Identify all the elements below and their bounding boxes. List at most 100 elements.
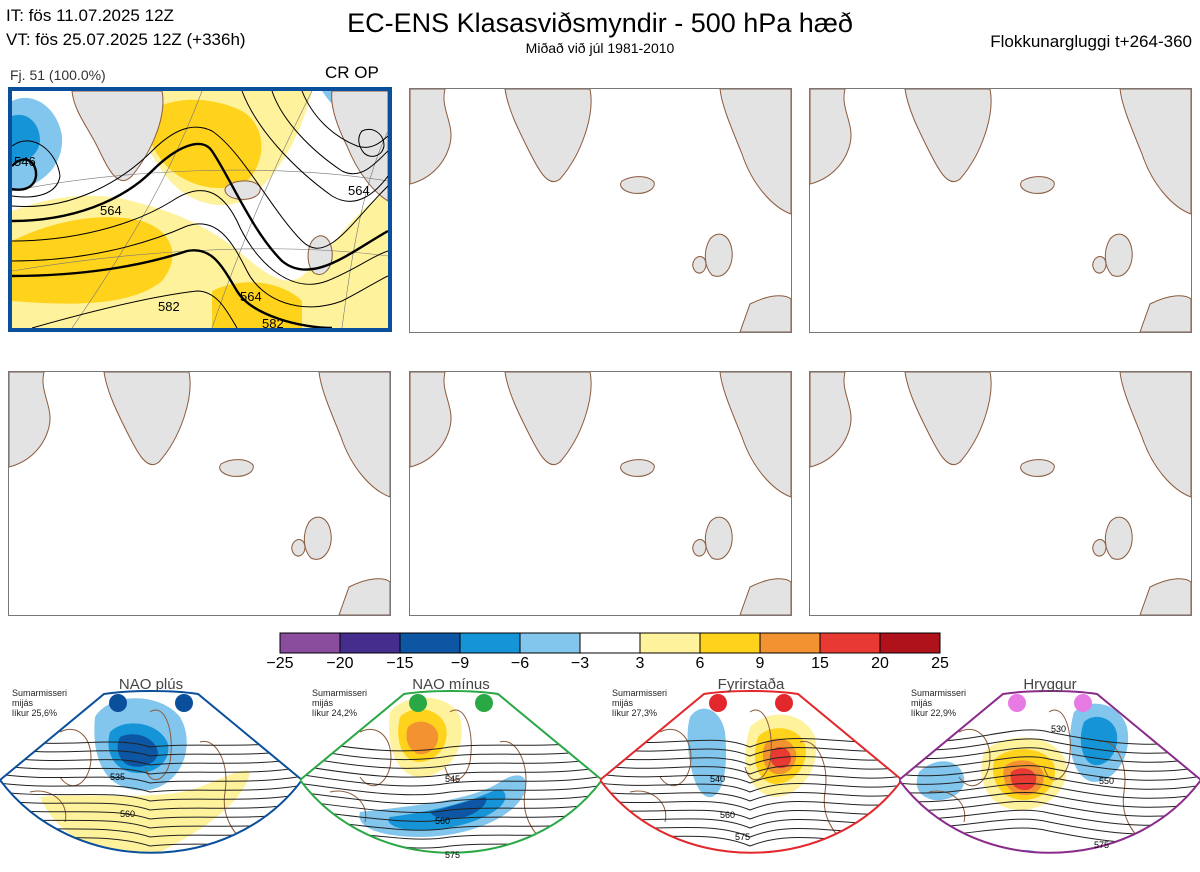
cluster-map-3-svg xyxy=(810,89,1191,332)
colorbar-bin xyxy=(459,632,521,654)
land-greenland xyxy=(904,372,992,465)
regime-anomaly-fill xyxy=(430,797,487,819)
regime-note: Sumarmisseri mijás líkur 22,9% xyxy=(911,688,967,718)
regime-note: Sumarmisseri mijás líkur 24,2% xyxy=(312,688,368,718)
contour-label: 564 xyxy=(240,289,262,304)
cluster-map-5[interactable] xyxy=(409,371,792,616)
regime-height-contour xyxy=(0,781,302,793)
regime-height-contour xyxy=(300,745,602,761)
regime-height-contour xyxy=(600,772,902,784)
land-europe xyxy=(739,578,791,615)
regime-height-contour xyxy=(899,747,1200,763)
regime-contour-label: 560 xyxy=(435,816,450,826)
regime-outline xyxy=(600,690,902,854)
land-iceland xyxy=(620,459,655,477)
regime-contour-label: 540 xyxy=(710,774,725,784)
regime-map-svg: 535 560 xyxy=(0,690,302,854)
regime-nao-plus[interactable]: 535 560 NAO plús Sumarmisseri mijás líkur 2… xyxy=(0,672,302,872)
colorbar-tick-label: 25 xyxy=(931,655,949,672)
land-greenland xyxy=(504,89,592,182)
regime-dot-left xyxy=(109,694,127,712)
land-scandinavia xyxy=(1119,372,1191,498)
regime-height-contour xyxy=(0,790,302,802)
land-europe xyxy=(1139,295,1191,332)
land-ireland xyxy=(1092,256,1107,274)
regime-height-contour xyxy=(899,791,1200,808)
regime-height-contour xyxy=(0,754,302,766)
regime-dot-right xyxy=(775,694,793,712)
land-canada xyxy=(410,372,452,468)
land-scandinavia xyxy=(719,89,791,215)
regime-height-contour xyxy=(899,774,1200,790)
regime-anomaly-fill xyxy=(40,770,250,853)
colorbar-bin xyxy=(639,632,701,654)
cluster-map-5-svg xyxy=(410,372,791,615)
regime-dot-right xyxy=(175,694,193,712)
regime-dot-right xyxy=(475,694,493,712)
regime-map-svg: 530 550 575 xyxy=(899,690,1200,854)
regime-outline xyxy=(300,690,602,854)
regime-blocking[interactable]: 540 560 575 Fyrirstaða Sumarmisseri mijás lí… xyxy=(600,672,902,872)
height-contour xyxy=(12,140,61,198)
colorbar-tick-label: 15 xyxy=(811,655,829,672)
cluster-map-4[interactable] xyxy=(8,371,391,616)
member-count-label: Fj. 51 (100.0%) xyxy=(10,67,106,83)
land-iceland xyxy=(1020,459,1055,477)
colorbar-tick-label: −20 xyxy=(326,655,354,672)
cluster-map-6[interactable] xyxy=(809,371,1192,616)
regime-title: NAO plús xyxy=(118,676,184,693)
regime-coastline xyxy=(29,709,251,853)
regime-height-contour xyxy=(600,781,902,793)
colorbar-bin xyxy=(519,632,581,654)
greenland-land xyxy=(71,91,164,182)
land-britain xyxy=(1104,516,1133,560)
regime-coastline xyxy=(928,709,1150,853)
init-time: IT: fös 11.07.2025 12Z xyxy=(6,6,174,25)
page-subtitle: Miðað við júl 1981-2010 xyxy=(525,40,675,56)
cluster-map-1[interactable]: 546 564 564 564 582 582 xyxy=(8,87,392,332)
contour-label: 582 xyxy=(262,316,284,328)
regime-height-contour xyxy=(300,763,602,778)
regime-height-contour xyxy=(899,738,1200,754)
cluster-map-6-svg xyxy=(810,372,1191,615)
regime-anomaly-fill xyxy=(406,721,439,755)
height-contour xyxy=(271,91,388,174)
regime-nao-minus[interactable]: 545 560 575 NAO mínus Sumarmisseri mijás lík… xyxy=(300,672,602,872)
colorbar-tick-label: 6 xyxy=(695,655,705,672)
cluster-map-3[interactable] xyxy=(809,88,1192,333)
contour-label: 582 xyxy=(158,299,180,314)
land-britain xyxy=(1104,233,1133,277)
regime-note: Sumarmisseri mijás líkur 27,3% xyxy=(612,688,668,718)
regime-dot-left xyxy=(1008,694,1026,712)
colorbar-tick-label: 9 xyxy=(755,655,765,672)
regime-dot-left xyxy=(409,694,427,712)
colorbar xyxy=(279,632,941,654)
land-greenland xyxy=(103,372,191,465)
regime-anomaly-fill xyxy=(916,761,965,801)
land-iceland xyxy=(620,176,655,194)
regime-height-contour xyxy=(600,754,902,766)
regime-contour-label: 560 xyxy=(120,809,135,819)
regime-height-contour xyxy=(300,799,602,813)
land-britain xyxy=(303,516,332,560)
cluster-map-1-svg: 546 564 564 564 582 582 xyxy=(12,91,388,328)
valid-time: VT: fös 25.07.2025 12Z (+336h) xyxy=(6,30,246,49)
regime-anomaly-fill xyxy=(1010,768,1037,791)
land-greenland xyxy=(504,372,592,465)
regime-height-contour xyxy=(300,808,602,822)
regime-height-contour xyxy=(600,745,902,757)
contour-label: 546 xyxy=(14,154,36,169)
cluster-map-2[interactable] xyxy=(409,88,792,333)
colorbar-tick-label: −6 xyxy=(510,655,530,672)
height-contour xyxy=(12,249,333,328)
regime-ridge[interactable]: 530 550 575 Hryggur Sumarmisseri mijás líkur… xyxy=(899,672,1200,872)
height-contour xyxy=(12,190,388,285)
regime-height-contour xyxy=(0,772,302,784)
cluster-map-4-svg xyxy=(9,372,390,615)
land-canada xyxy=(810,372,852,468)
colorbar-bin xyxy=(819,632,881,654)
colorbar-bin xyxy=(279,632,341,654)
land-scandinavia xyxy=(318,372,390,498)
colorbar-bin xyxy=(399,632,461,654)
regime-height-contour xyxy=(300,772,602,787)
